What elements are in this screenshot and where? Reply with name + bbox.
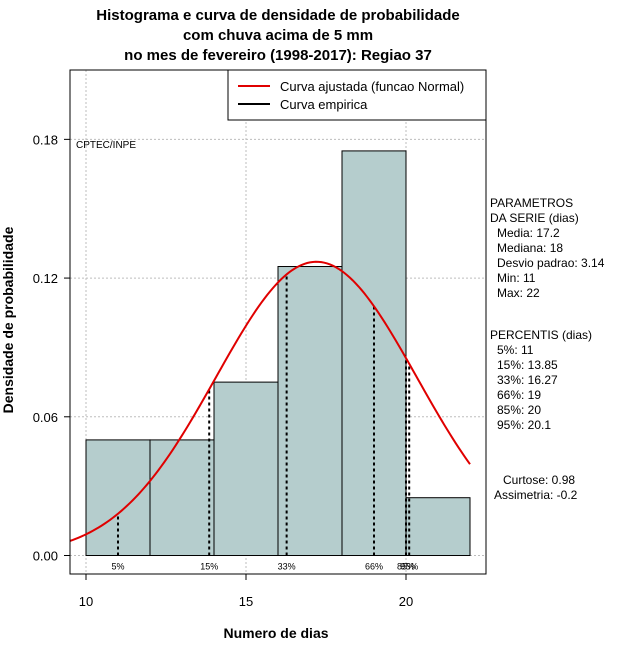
percentile-label: 66% (365, 562, 383, 572)
histogram-bars (85, 150, 471, 557)
assimetria: Assimetria: -0.2 (494, 488, 578, 502)
percentile-label: 85% (397, 562, 415, 572)
percentile-label: 95% (400, 562, 418, 572)
param-min: Min: 11 (497, 271, 536, 285)
axes: 10 15 20 0.00 0.06 0.12 0.18 (33, 132, 414, 609)
y-tick-label: 0.18 (33, 132, 58, 147)
param-max: Max: 22 (497, 286, 540, 300)
percentil-95: 95%: 20.1 (497, 418, 552, 432)
percentile-label: 15% (200, 562, 218, 572)
percentil-66: 66%: 19 (497, 388, 542, 402)
params-title-2: DA SERIE (dias) (490, 211, 579, 225)
annotation-cptec: CPTEC/INPE (76, 140, 136, 151)
fit-curve (69, 260, 471, 542)
histogram-bar (85, 439, 151, 557)
legend-box (227, 69, 487, 121)
legend-label-fit: Curva ajustada (funcao Normal) (280, 79, 464, 94)
param-desvio: Desvio padrao: 3.14 (497, 256, 605, 270)
y-tick-label: 0.12 (33, 271, 58, 286)
percentile-label: 5% (111, 562, 124, 572)
chart-title-line-1: Histograma e curva de densidade de proba… (96, 7, 460, 24)
y-tick-label: 0.00 (33, 549, 58, 564)
chart-title-line-2: com chuva acima de 5 mm (182, 27, 374, 44)
percentile-label: 33% (278, 562, 296, 572)
percentis-title: PERCENTIS (dias) (490, 328, 593, 342)
histogram-bar (149, 439, 215, 557)
histogram-bar (213, 381, 279, 557)
percentil-15: 15%: 13.85 (497, 358, 558, 372)
param-mediana: Mediana: 18 (497, 241, 564, 255)
params-title-1: PARAMETROS (490, 196, 574, 210)
curtose: Curtose: 0.98 (503, 473, 576, 487)
histogram-bar (277, 266, 343, 557)
x-tick-label: 15 (239, 594, 253, 609)
legend: Curva ajustada (funcao Normal) Curva emp… (227, 69, 487, 121)
chart-title-line-3: no mes de fevereiro (1998-2017): Regiao … (124, 47, 432, 64)
fit-curve-layer (69, 260, 471, 542)
percentil-33: 33%: 16.27 (497, 373, 558, 387)
param-media: Media: 17.2 (497, 226, 560, 240)
x-tick-label: 10 (79, 594, 93, 609)
percentil-85: 85%: 20 (497, 403, 542, 417)
percentil-5: 5%: 11 (497, 343, 534, 357)
y-axis-label: Densidade de probabilidade (0, 226, 16, 413)
legend-label-empirical: Curva empirica (280, 97, 368, 112)
x-tick-label: 20 (399, 594, 413, 609)
x-axis-label: Numero de dias (223, 625, 328, 641)
percentile-lines: 5% 15% 33% 66% 85%95% (111, 274, 418, 572)
histogram-bar (405, 497, 471, 557)
y-tick-label: 0.06 (33, 410, 58, 425)
